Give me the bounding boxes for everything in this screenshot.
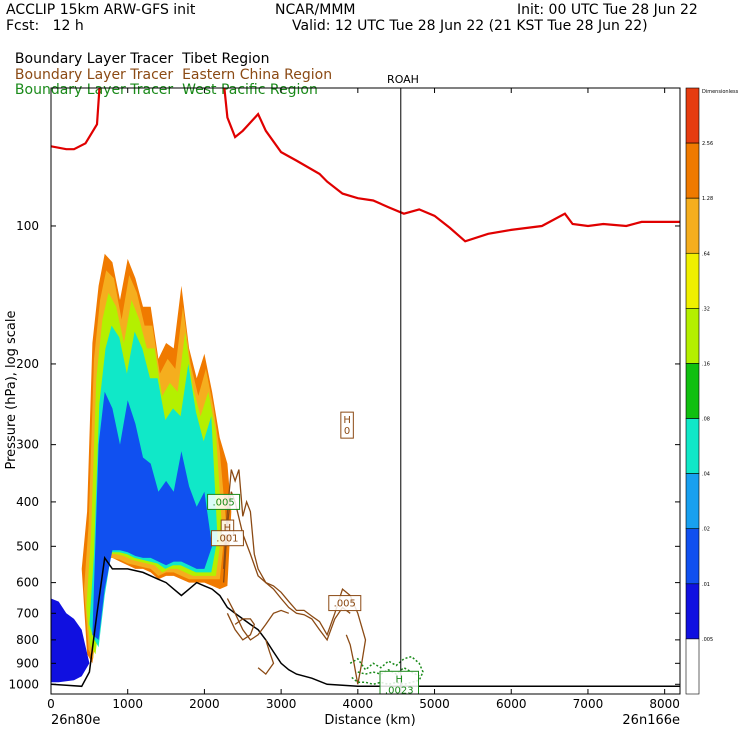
annotation-box-2: [207, 493, 241, 510]
legend-region: West Pacific Region: [182, 82, 318, 98]
annotation-label-5: .0023: [385, 685, 414, 696]
y-tick-label: 200: [16, 357, 39, 371]
terrain-line: [51, 555, 680, 688]
colorbar-swatch: [685, 638, 700, 695]
start-location-label: 26n80e: [51, 713, 100, 728]
colorbar-level-label: .005: [702, 637, 713, 643]
axes: 0 1000 2000 3000 4000 5000 6000 7000 80001002003…: [8, 87, 681, 711]
forecast-label: Fcst: 12 h: [6, 18, 84, 34]
colorbar-level-label: .08: [702, 417, 710, 423]
model-title: ACCLIP 15km ARW-GFS init: [6, 2, 196, 18]
colorbar-swatch: [685, 583, 700, 640]
legend-west-pacific: Boundary Layer Tracer West Pacific Regio…: [6, 66, 318, 98]
colorbar-title: Dimensionless: [702, 89, 739, 95]
x-tick-label: 6000: [496, 697, 527, 711]
colorbar-swatch: [685, 528, 700, 585]
annotation-box-4: [210, 530, 244, 547]
legend-tibet: Boundary Layer Tracer Tibet Region: [6, 35, 270, 67]
west-pacific-contour-1: [357, 666, 420, 677]
x-tick-label: 7000: [573, 697, 604, 711]
colorbar-swatch: [685, 418, 700, 474]
x-axis-label: Distance (km): [324, 713, 415, 728]
colorbar-swatch: [685, 473, 700, 530]
station-label: ROAH: [387, 73, 419, 86]
colorbar-level-label: .02: [702, 527, 710, 533]
y-tick-label: 600: [16, 576, 39, 590]
eastern-china-contour-0: [222, 469, 367, 685]
annotation-box-0: [340, 411, 354, 439]
x-tick-label: 2000: [189, 697, 220, 711]
legend-prefix: Boundary Layer Tracer: [14, 82, 174, 98]
annotation-box-5: [379, 670, 420, 694]
tracer-plume-5: [51, 598, 90, 683]
y-tick-label: 700: [16, 606, 39, 620]
west-pacific-contour-0: [349, 655, 424, 686]
colorbar-level-label: 2.56: [702, 141, 713, 147]
colorbar-level-label: 1.28: [702, 196, 713, 202]
org-label: NCAR/MMM: [275, 2, 356, 18]
annotation-label-2: .005: [212, 497, 234, 508]
axis-labels: Distance (km) Pressure (hPa), log scale …: [4, 73, 739, 728]
colorbar: 2.56 1.28 .64 .32 .16 .08 .04 .02 .01 .005: [685, 87, 713, 695]
y-tick-label: 800: [16, 633, 39, 647]
colorbar-swatch: [685, 142, 700, 199]
annotation-label-4: .001: [216, 534, 238, 545]
annotation-label-1: .005: [334, 599, 356, 610]
annotation-box-1: [328, 595, 362, 612]
tropopause-line: [51, 88, 680, 243]
annotation-label-5: H: [395, 674, 403, 685]
end-location-label: 26n166e: [622, 713, 680, 728]
colorbar-swatch: [685, 363, 700, 419]
plot-frame: [50, 87, 681, 695]
y-axis-label: Pressure (hPa), log scale: [4, 311, 19, 470]
y-tick-label: 1000: [8, 677, 39, 691]
eastern-china-contour-3: [226, 613, 256, 641]
y-tick-label: 100: [16, 219, 39, 233]
y-tick-label: 500: [16, 539, 39, 553]
colorbar-level-label: .64: [702, 251, 710, 257]
tracer-plume-4: [92, 391, 213, 640]
x-tick-label: 4000: [343, 697, 374, 711]
x-tick-label: 3000: [266, 697, 297, 711]
eastern-china-contour-2: [226, 598, 290, 641]
colorbar-level-label: .04: [702, 472, 710, 478]
colorbar-level-label: .01: [702, 582, 710, 588]
annotation-label-0: H: [343, 415, 351, 426]
init-label: Init: 00 UTC Tue 28 Jun 22: [517, 2, 698, 18]
x-tick-label: 5000: [419, 697, 450, 711]
x-tick-label: 0: [47, 697, 55, 711]
colorbar-swatch: [685, 308, 700, 364]
colorbar-level-label: .16: [702, 361, 710, 367]
legend-eastern-china: Boundary Layer Tracer Eastern China Regi…: [6, 51, 332, 83]
y-tick-label: 900: [16, 656, 39, 670]
x-tick-label: 1000: [112, 697, 143, 711]
y-tick-label: 400: [16, 495, 39, 509]
legend-region: Eastern China Region: [182, 67, 333, 83]
valid-label: Valid: 12 UTC Tue 28 Jun 22 (21 KST Tue …: [292, 18, 648, 34]
colorbar-swatch: [685, 87, 700, 144]
colorbar-level-label: .32: [702, 306, 710, 312]
legend-region: Tibet Region: [182, 51, 270, 67]
annotation-label-3: H: [224, 523, 232, 534]
legend-prefix: Boundary Layer Tracer: [14, 51, 174, 67]
eastern-china-contour-4: [257, 639, 275, 676]
colorbar-swatch: [685, 197, 700, 254]
x-tick-label: 8000: [649, 697, 680, 711]
y-tick-label: 300: [16, 438, 39, 452]
annotation-label-0: 0: [344, 426, 350, 437]
legend-prefix: Boundary Layer Tracer: [14, 67, 174, 83]
colorbar-swatch: [685, 252, 700, 309]
